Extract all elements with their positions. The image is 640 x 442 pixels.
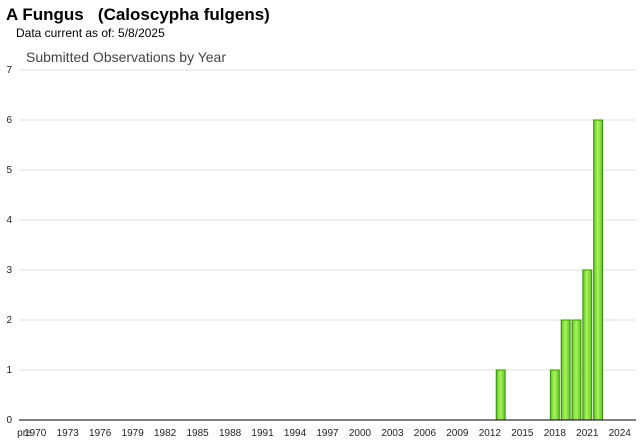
y-tick-label: 2 <box>6 315 12 326</box>
y-tick-label: 3 <box>6 265 12 276</box>
x-tick-label: 1982 <box>154 428 177 439</box>
page-title: A Fungus (Caloscypha fulgens) <box>6 5 270 24</box>
y-tick-label: 6 <box>6 115 12 126</box>
x-tick-label: 1970 <box>24 428 47 439</box>
y-tick-label: 5 <box>6 165 12 176</box>
bar-2013 <box>495 369 506 421</box>
x-tick-label: 1988 <box>219 428 242 439</box>
x-tick-label: 1973 <box>57 428 80 439</box>
x-tick-label: 1991 <box>251 428 274 439</box>
x-tick-label: 2009 <box>446 428 469 439</box>
y-tick-label: 0 <box>6 415 12 426</box>
x-tick-label: 2006 <box>414 428 437 439</box>
y-tick-label: 7 <box>6 65 12 76</box>
x-tick-label: 1979 <box>122 428 145 439</box>
chart-title: Submitted Observations by Year <box>26 49 227 65</box>
bar-2019 <box>560 319 571 421</box>
bar-2020 <box>571 319 582 421</box>
y-tick-label: 1 <box>6 365 12 376</box>
x-tick-label: 1976 <box>89 428 112 439</box>
x-tick-label: 2003 <box>381 428 404 439</box>
bar-2018 <box>549 369 560 421</box>
x-tick-label: 2000 <box>349 428 372 439</box>
x-tick-label: 1985 <box>186 428 209 439</box>
x-tick-label: 2018 <box>544 428 567 439</box>
bar-2021 <box>582 269 593 421</box>
x-tick-label: pre <box>17 428 32 439</box>
bar-2022 <box>593 119 604 421</box>
x-tick-label: 1994 <box>284 428 307 439</box>
x-tick-label: 2015 <box>511 428 534 439</box>
x-tick-label: 2024 <box>609 428 632 439</box>
x-tick-label: 2021 <box>576 428 599 439</box>
x-tick-label: 1997 <box>316 428 339 439</box>
x-tick-label: 2012 <box>479 428 502 439</box>
y-tick-label: 4 <box>6 215 12 226</box>
data-current-label: Data current as of: 5/8/2025 <box>16 26 165 40</box>
